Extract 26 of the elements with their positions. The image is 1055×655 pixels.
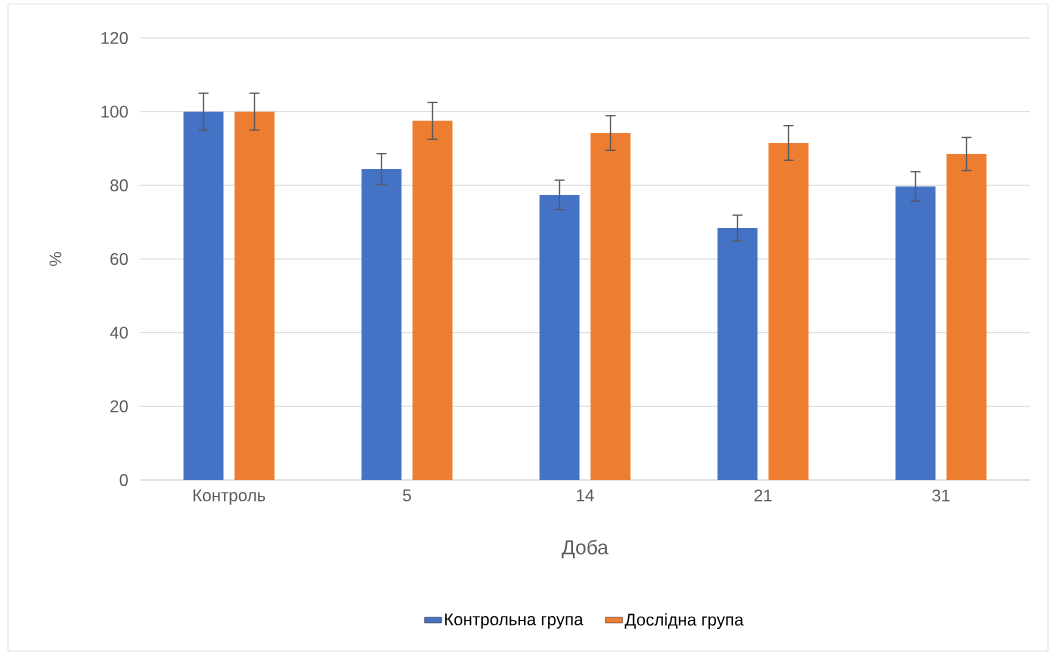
y-tick-label: 80 [110,179,128,192]
bar [768,142,809,480]
legend-label: Дослідна група [624,613,744,630]
legend-label: Контрольна група [445,613,584,629]
y-tick-label: 0 [119,473,128,486]
y-axis-title: % [49,252,62,266]
bar [590,133,631,480]
bar [946,154,987,480]
bar [539,194,580,480]
x-axis-title: Доба [561,539,609,559]
bar [412,120,453,480]
y-tick-label: 20 [110,400,128,413]
y-tick-label: 100 [101,105,128,118]
bar [895,186,936,480]
bar [183,111,224,480]
x-tick-label: 31 [932,489,950,502]
bar [234,111,275,480]
x-tick-label: 14 [576,489,594,502]
x-tick-label: Контроль [193,489,266,505]
y-tick-label: 60 [110,252,128,265]
y-tick-label: 120 [101,31,128,44]
y-tick-label: 40 [110,326,128,339]
bar [717,228,758,480]
x-tick-label: 5 [402,489,411,502]
x-tick-label: 21 [754,489,772,502]
bar [361,169,402,480]
